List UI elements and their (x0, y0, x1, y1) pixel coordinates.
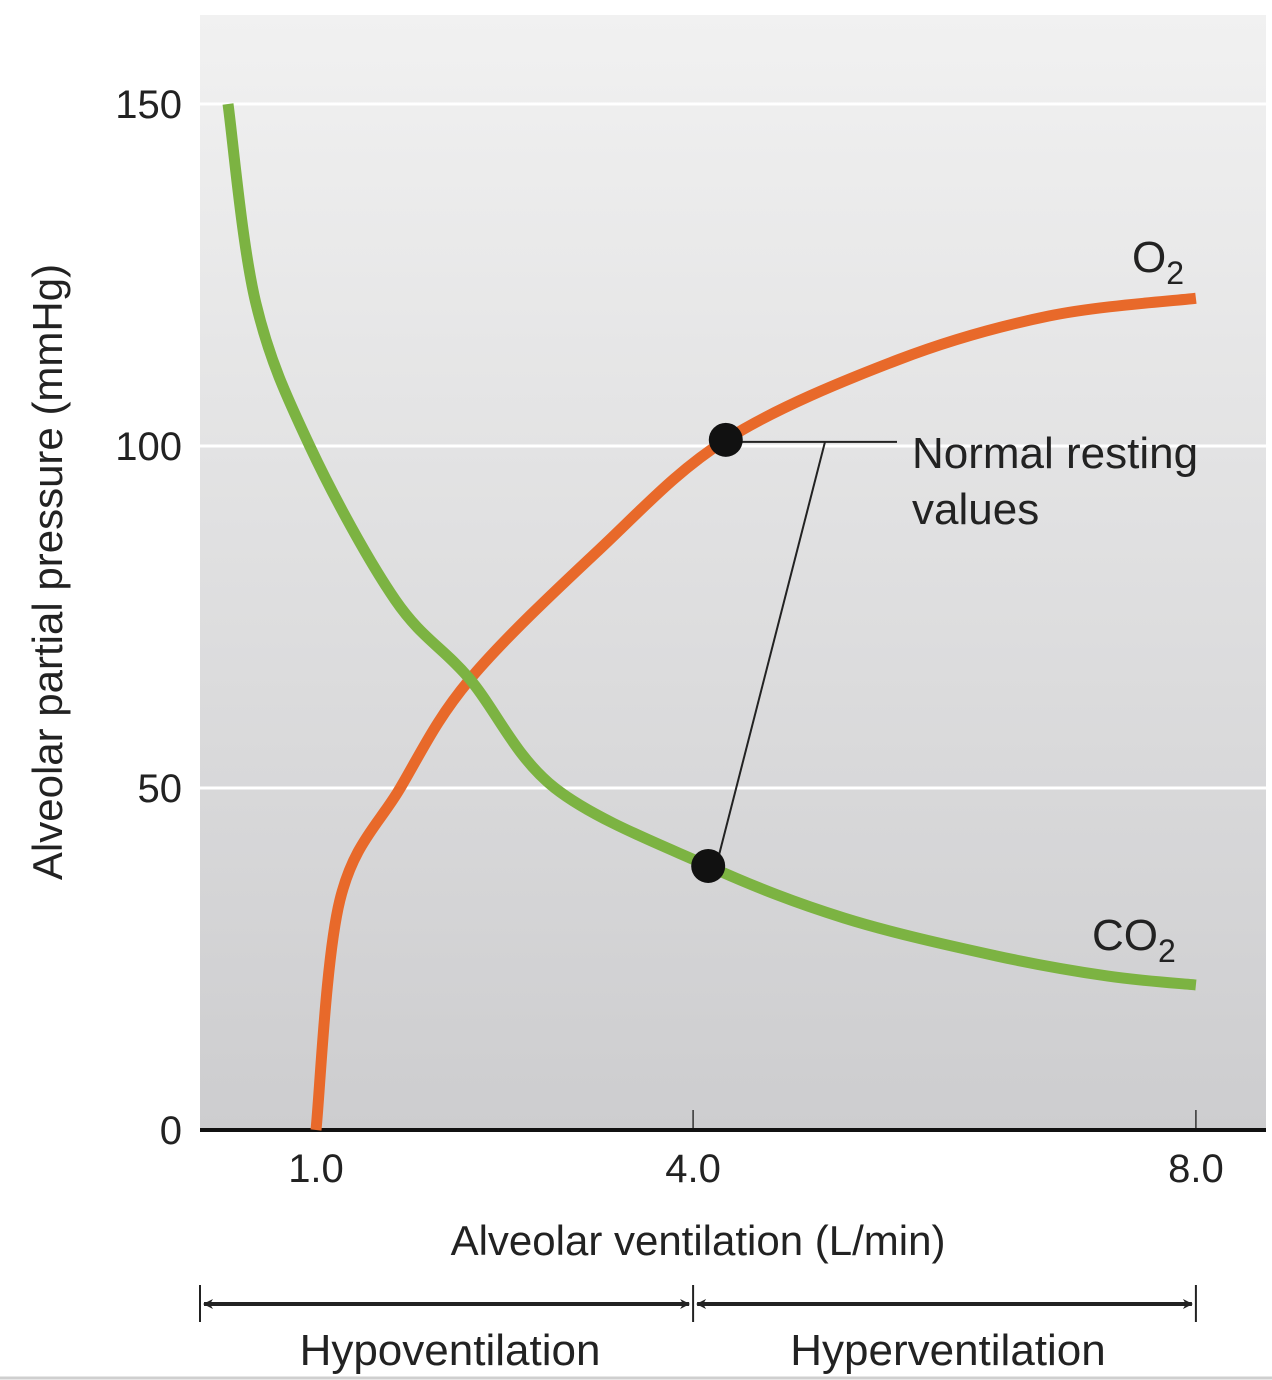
y-axis-label: Alveolar partial pressure (mmHg) (24, 264, 71, 880)
series-label-o2: O2 (1132, 233, 1184, 291)
leader-line-connector (715, 441, 826, 867)
series-label-sub: 2 (1166, 255, 1184, 291)
series-label-main: CO (1092, 911, 1158, 960)
y-tick-label: 0 (160, 1109, 182, 1153)
normal-value-marker (708, 422, 743, 457)
y-tick-labels: 0 50 100 150 (115, 83, 182, 1153)
series-label-sub: 2 (1158, 933, 1176, 969)
normal-value-marker (691, 848, 726, 883)
ventilation-ranges: Hypoventilation Hyperventilation (199, 1285, 1197, 1375)
x-tick-labels: 1.0 4.0 8.0 (288, 1110, 1224, 1191)
series-line-o2 (310, 292, 1197, 1131)
x-tick-label: 1.0 (288, 1147, 344, 1191)
range-label: Hypoventilation (300, 1326, 601, 1375)
x-axis-label: Alveolar ventilation (L/min) (451, 1217, 946, 1264)
y-tick-label: 100 (115, 425, 182, 469)
normal-resting-label: Normal resting (912, 429, 1198, 478)
plot-background (200, 15, 1266, 1130)
y-tick-label: 150 (115, 83, 182, 127)
normal-resting-label: values (912, 485, 1039, 534)
series-label-main: O (1132, 233, 1166, 282)
annotations: Normal resting values (691, 422, 1198, 883)
x-tick-label: 8.0 (1168, 1147, 1224, 1191)
x-tick-label: 4.0 (665, 1147, 721, 1191)
y-tick-label: 50 (138, 767, 183, 811)
series-label-co2: CO2 (1092, 911, 1176, 969)
range-label: Hyperventilation (790, 1326, 1106, 1375)
series-line-co2 (222, 103, 1197, 991)
